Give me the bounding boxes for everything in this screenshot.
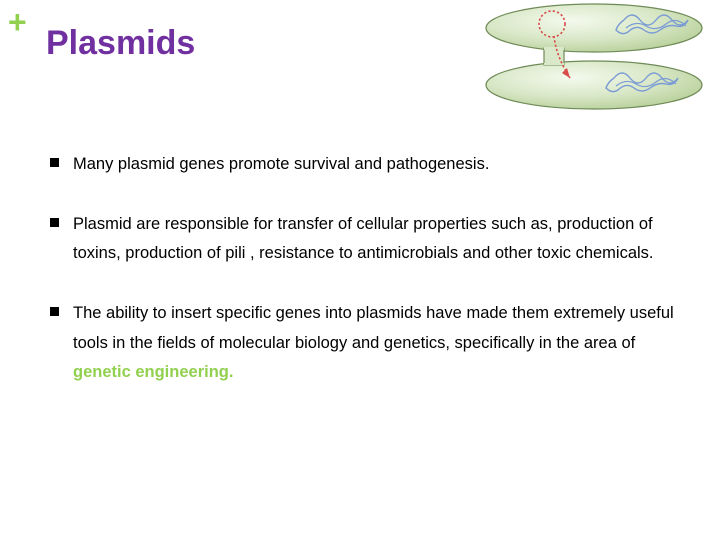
list-item: The ability to insert specific genes int… [50, 299, 680, 388]
bullet-marker-icon [50, 158, 59, 167]
page-title: Plasmids [46, 24, 195, 63]
bullet-text: Many plasmid genes promote survival and … [73, 150, 680, 180]
bullet-text: Plasmid are responsible for transfer of … [73, 210, 680, 269]
list-item: Plasmid are responsible for transfer of … [50, 210, 680, 269]
bullet-marker-icon [50, 218, 59, 227]
cell-top [486, 4, 702, 52]
plus-icon: + [8, 6, 27, 38]
bullet-text-main: The ability to insert specific genes int… [73, 304, 674, 352]
plasmid-diagram [464, 0, 708, 112]
list-item: Many plasmid genes promote survival and … [50, 150, 680, 180]
bullet-marker-icon [50, 307, 59, 316]
content-area: Many plasmid genes promote survival and … [50, 150, 680, 418]
bullet-text: The ability to insert specific genes int… [73, 299, 680, 388]
emphasis-text: genetic engineering. [73, 363, 233, 381]
